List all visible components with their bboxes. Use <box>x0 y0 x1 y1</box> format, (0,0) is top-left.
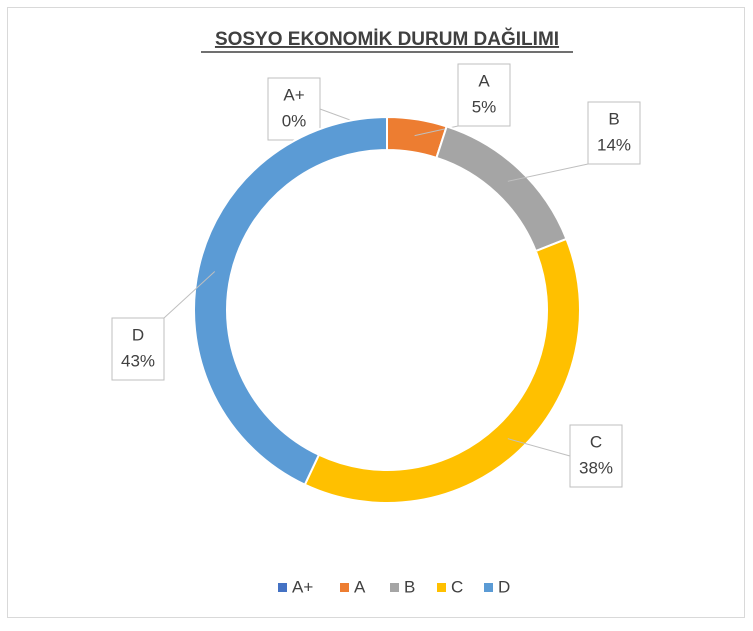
data-label-category: D <box>132 325 144 344</box>
leader-line <box>163 271 216 319</box>
legend-swatch <box>437 583 446 592</box>
donut-slice <box>193 115 388 486</box>
chart-title: SOSYO EKONOMİK DURUM DAĞILIMI <box>215 28 559 50</box>
leader-line <box>507 438 571 457</box>
legend-label: C <box>451 577 463 596</box>
label-box <box>111 317 165 381</box>
label-box <box>587 101 641 165</box>
legend-label: D <box>498 577 510 596</box>
data-label-value: 5% <box>472 97 497 116</box>
data-label-category: A+ <box>283 85 304 104</box>
data-label-category: A <box>478 71 490 90</box>
data-label-category: B <box>608 109 619 128</box>
data-label-value: 14% <box>597 135 631 154</box>
legend-swatch <box>390 583 399 592</box>
legend-label: A+ <box>292 577 313 596</box>
legend-swatch <box>340 583 349 592</box>
data-label-value: 43% <box>121 351 155 370</box>
legend-label: B <box>404 577 415 596</box>
data-label-category: C <box>590 432 602 451</box>
legend-label: A <box>354 577 366 596</box>
label-box <box>457 63 511 127</box>
legend-swatch <box>484 583 493 592</box>
legend-swatch <box>278 583 287 592</box>
label-box <box>267 77 321 141</box>
data-label-value: 38% <box>579 458 613 477</box>
chart-area <box>7 7 745 618</box>
data-label-value: 0% <box>282 111 307 130</box>
label-box <box>569 424 623 488</box>
leader-line <box>507 163 589 182</box>
